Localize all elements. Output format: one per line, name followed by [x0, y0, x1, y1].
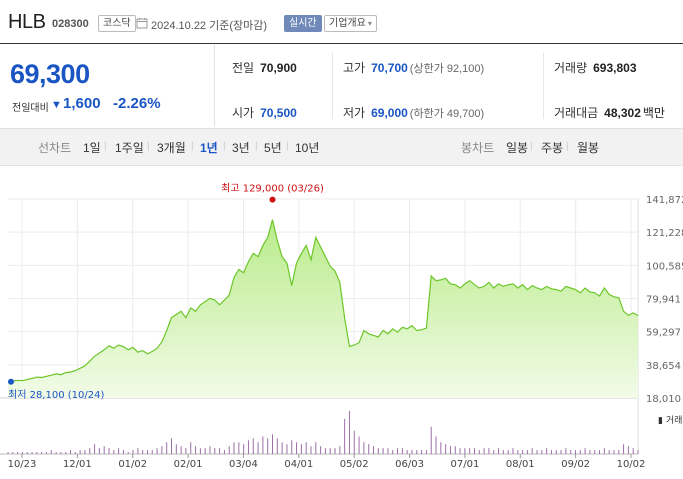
as-of-date: 2024.10.22 기준(장마감) [151, 17, 267, 33]
price-chart-svg: 141,872 121,228 100,585 79,941 59,297 38,654 1… [0, 183, 683, 470]
stat-value: 48,302 [604, 106, 641, 120]
y-tick-label: 38,654 [646, 361, 681, 372]
stock-code: 028300 [52, 18, 89, 30]
x-tick-label: 09/02 [561, 459, 590, 470]
corp-info-label: 기업개요 [329, 18, 366, 29]
candle-weekly[interactable]: 주봉 [541, 141, 564, 155]
divider: | [566, 141, 569, 152]
candle-chart-label: 봉차트 [461, 141, 495, 155]
stock-name: HLB [8, 11, 46, 33]
stock-header: HLB 028300 코스닥 2024.10.22 기준(장마감) 실시간 기업… [0, 0, 683, 44]
line-chart-label: 선차트 [38, 141, 72, 155]
down-triangle-icon: ▼ [51, 99, 62, 111]
basis-label: 기준(장마감) [209, 20, 268, 32]
stat-label: 거래대금 [554, 106, 599, 120]
clock-icon [136, 18, 148, 29]
divider [543, 53, 544, 119]
divider: | [286, 141, 289, 152]
date-value: 2024.10.22 [151, 20, 207, 32]
realtime-button[interactable]: 실시간 [284, 15, 322, 32]
x-tick-label: 04/01 [284, 459, 313, 470]
volume-legend: ▮ 거래량 [658, 414, 683, 426]
stat-unit: 백만 [642, 106, 665, 120]
y-tick-label: 59,297 [646, 328, 681, 339]
market-badge: 코스닥 [98, 15, 136, 32]
divider: | [530, 141, 533, 152]
low-annotation: 최저 28,100 (10/24) [8, 389, 104, 401]
stat-volume: 거래량 693,803 [554, 59, 637, 76]
x-tick-label: 10/02 [617, 459, 646, 470]
candle-monthly[interactable]: 월봉 [577, 141, 600, 155]
low-point-marker [8, 378, 14, 385]
divider: | [223, 141, 226, 152]
current-price: 69,300 [10, 59, 90, 89]
chevron-down-icon: ▾ [367, 19, 372, 28]
x-tick-label: 08/01 [506, 459, 535, 470]
lower-limit: (하한가 49,700) [409, 108, 485, 120]
stat-value: 70,900 [260, 61, 297, 75]
divider: | [191, 141, 194, 152]
x-tick-label: 05/02 [340, 459, 369, 470]
chart-annotations: 최고 129,000 (03/26) 최저 28,100 (10/24) [8, 183, 324, 401]
candle-daily[interactable]: 일봉 [506, 141, 529, 155]
y-tick-label: 141,872 [646, 195, 683, 206]
period-3y[interactable]: 3년 [232, 141, 250, 155]
price-chart: 141,872 121,228 100,585 79,941 59,297 38,654 1… [0, 166, 683, 479]
x-tick-label: 07/01 [450, 459, 479, 470]
x-tick-label: 03/04 [229, 459, 258, 470]
stat-prev-close: 전일 70,900 [232, 59, 297, 76]
period-3m[interactable]: 3개월 [157, 141, 186, 155]
stat-low: 저가 69,000 (하한가 49,700) [343, 104, 484, 121]
stat-value: 693,803 [593, 61, 637, 75]
x-tick-label: 12/01 [63, 459, 92, 470]
change-percent: -2.26% [113, 95, 161, 112]
y-tick-label: 121,228 [646, 228, 683, 239]
y-axis: 141,872 121,228 100,585 79,941 59,297 38,654 1… [646, 195, 683, 405]
divider [332, 53, 333, 119]
x-tick-label: 06/03 [395, 459, 424, 470]
x-tick-label: 02/01 [174, 459, 203, 470]
period-1y[interactable]: 1년 [200, 141, 218, 155]
y-tick-label: 18,010 [646, 394, 681, 405]
chart-toolbar: 선차트 1일 | 1주일 | 3개월 | 1년 | 3년 | 5년 | 10년 … [0, 128, 683, 166]
divider: | [255, 141, 258, 152]
high-point-marker [269, 196, 276, 203]
stat-value: 69,000 [371, 106, 408, 120]
stat-label: 고가 [343, 61, 366, 75]
x-axis: 10/23 12/01 01/02 02/01 03/04 04/01 05/02 06/03… [8, 454, 646, 470]
stat-value: 70,500 [260, 106, 297, 120]
stat-high: 고가 70,700 (상한가 92,100) [343, 59, 484, 76]
y-tick-label: 79,941 [646, 295, 681, 306]
upper-limit: (상한가 92,100) [409, 63, 485, 75]
price-stats: 전일 70,900 시가 70,500 고가 70,700 (상한가 92,100) 저… [216, 45, 683, 127]
y-tick-label: 100,585 [646, 261, 683, 272]
stat-label: 거래량 [554, 61, 588, 75]
change-label: 전일대비 [12, 103, 49, 114]
period-1w[interactable]: 1주일 [115, 141, 144, 155]
stat-label: 저가 [343, 106, 366, 120]
high-annotation: 최고 129,000 (03/26) [221, 183, 324, 195]
divider: | [104, 141, 107, 152]
period-1d[interactable]: 1일 [83, 141, 101, 155]
period-5y[interactable]: 5년 [264, 141, 282, 155]
divider: | [147, 141, 150, 152]
price-area [8, 219, 638, 398]
price-summary: 69,300 전일대비 ▼ 1,600 -2.26% [0, 45, 215, 127]
stat-label: 시가 [232, 106, 255, 120]
stat-label: 전일 [232, 61, 255, 75]
corp-info-dropdown[interactable]: 기업개요 ▾ [324, 15, 377, 32]
volume-bars: ▮ 거래량 [7, 411, 683, 454]
x-tick-label: 10/23 [8, 459, 37, 470]
stat-value: 70,700 [371, 61, 408, 75]
stat-amount: 거래대금 48,302 백만 [554, 104, 665, 121]
x-tick-label: 01/02 [118, 459, 147, 470]
price-line [7, 219, 639, 383]
period-10y[interactable]: 10년 [295, 141, 320, 155]
change-value: 1,600 [63, 95, 101, 112]
stat-open: 시가 70,500 [232, 104, 297, 121]
